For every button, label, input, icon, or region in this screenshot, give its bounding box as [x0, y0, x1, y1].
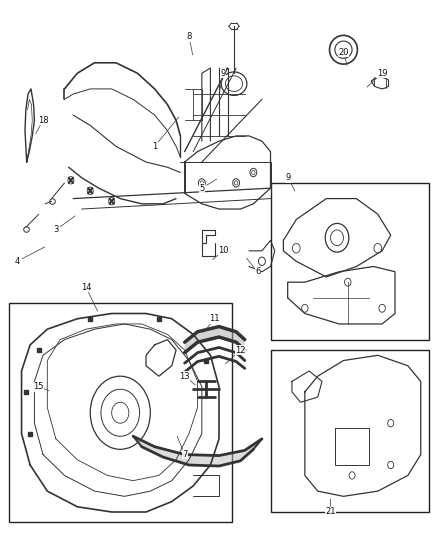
Text: 13: 13 [179, 372, 190, 381]
Polygon shape [185, 327, 245, 353]
Text: 11: 11 [209, 314, 220, 323]
Bar [9, 303, 232, 522]
Polygon shape [133, 436, 262, 466]
Text: 14: 14 [81, 283, 91, 292]
Text: 9: 9 [221, 69, 226, 78]
Text: 4: 4 [14, 257, 20, 266]
Text: 6: 6 [255, 267, 260, 276]
Text: 20: 20 [338, 48, 349, 57]
Bar [271, 183, 429, 340]
Text: 8: 8 [186, 32, 192, 41]
Text: 5: 5 [199, 184, 205, 192]
Text: 10: 10 [218, 246, 229, 255]
Text: 7: 7 [182, 450, 187, 459]
Text: 21: 21 [325, 507, 336, 516]
Text: 19: 19 [377, 69, 387, 78]
Text: 12: 12 [235, 345, 246, 354]
Bar [271, 350, 429, 512]
Text: 9: 9 [285, 173, 290, 182]
Text: 3: 3 [53, 225, 59, 235]
Text: 18: 18 [38, 116, 48, 125]
Text: 1: 1 [152, 142, 157, 151]
Text: 15: 15 [33, 382, 44, 391]
